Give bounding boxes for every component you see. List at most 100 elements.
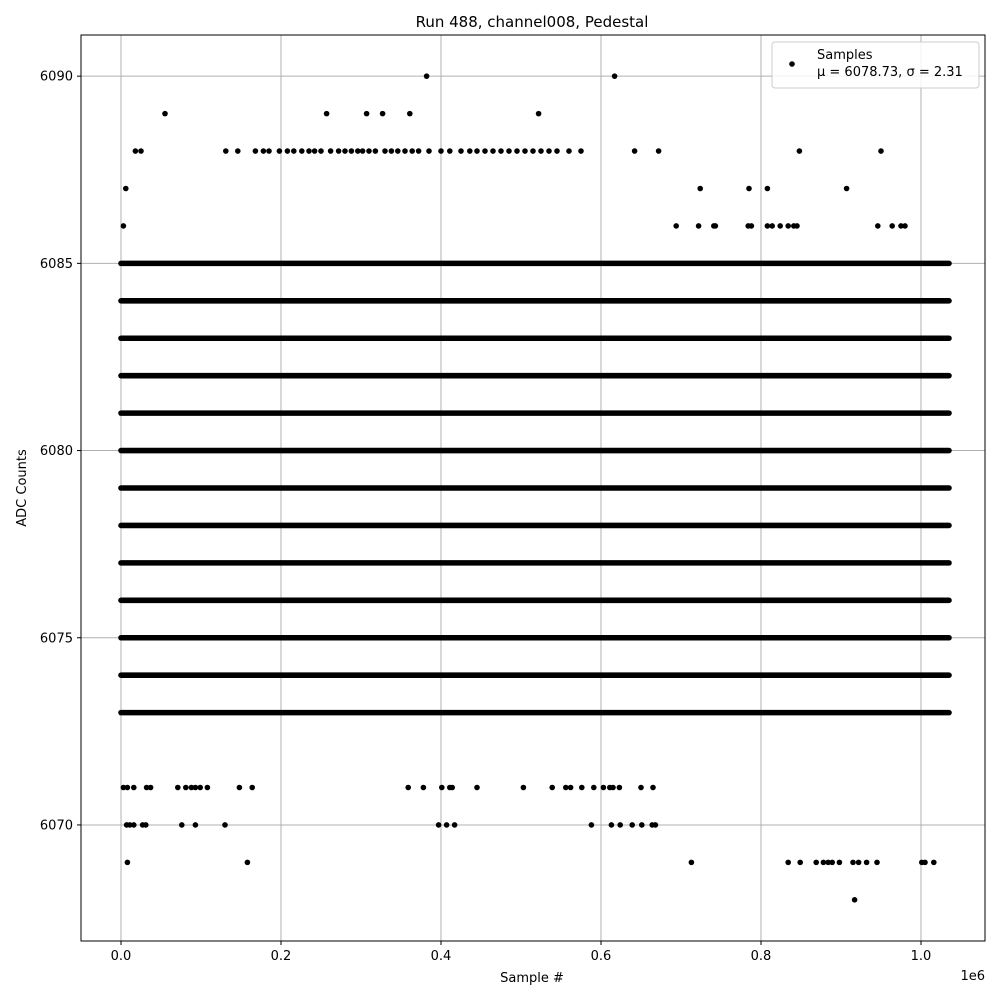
- data-point: [131, 822, 137, 828]
- data-point: [355, 148, 361, 154]
- data-point: [359, 148, 366, 154]
- data-point: [608, 822, 615, 828]
- data-point: [554, 148, 560, 154]
- data-point: [902, 223, 908, 229]
- data-point: [829, 859, 835, 866]
- x-tick-label: 0.0: [111, 949, 132, 964]
- y-tick-label: 6070: [40, 818, 73, 833]
- data-point: [409, 148, 416, 154]
- data-point: [143, 822, 149, 828]
- data-point: [851, 897, 858, 903]
- data-point: [132, 148, 139, 154]
- data-point: [764, 185, 771, 192]
- data-point: [131, 784, 137, 791]
- data-point: [482, 148, 488, 154]
- data-point: [372, 148, 379, 154]
- data-point: [797, 859, 803, 866]
- data-point: [382, 148, 388, 154]
- data-point: [825, 859, 831, 866]
- data-point: [785, 223, 791, 229]
- data-point: [335, 148, 342, 154]
- data-point: [458, 148, 464, 154]
- data-point: [299, 148, 305, 154]
- data-point: [407, 110, 413, 117]
- chart-title: Run 488, channel008, Pedestal: [416, 13, 649, 31]
- data-point: [388, 148, 395, 154]
- data-point: [426, 148, 432, 154]
- data-point: [175, 784, 181, 791]
- data-point: [474, 784, 480, 791]
- data-point: [567, 784, 574, 791]
- data-point: [850, 859, 856, 866]
- data-point: [474, 148, 480, 154]
- data-point: [863, 859, 870, 866]
- data-point: [843, 185, 850, 192]
- data-point: [402, 148, 408, 154]
- data-point: [616, 784, 623, 791]
- data-point: [138, 148, 144, 154]
- data-point: [617, 822, 623, 828]
- data-point: [447, 148, 453, 154]
- data-point: [379, 110, 386, 117]
- data-point: [535, 110, 542, 117]
- data-point: [318, 148, 324, 154]
- x-axis-label: Sample #: [500, 971, 564, 986]
- data-point: [931, 859, 937, 866]
- y-axis-label: ADC Counts: [15, 449, 30, 527]
- legend-stats-label: μ = 6078.73, σ = 2.31: [817, 65, 963, 80]
- data-point: [439, 784, 445, 791]
- data-point: [794, 223, 800, 229]
- data-point: [629, 822, 635, 828]
- data-point: [898, 223, 904, 229]
- data-point: [588, 822, 595, 828]
- data-point: [143, 784, 150, 791]
- data-point: [252, 148, 259, 154]
- data-point: [546, 148, 552, 154]
- data-point: [197, 784, 203, 791]
- data-point: [395, 148, 401, 154]
- plot-frame: [80, 34, 986, 942]
- y-tick-label: 6085: [40, 257, 73, 272]
- data-point: [875, 223, 881, 229]
- data-point: [236, 784, 243, 791]
- data-point: [813, 859, 819, 866]
- data-point: [366, 148, 372, 154]
- x-axis-ticks: 0.0 0.2 0.4 0.6 0.8 1.0: [111, 941, 931, 964]
- data-point: [695, 223, 702, 229]
- data-point: [123, 185, 129, 192]
- data-point: [566, 148, 572, 154]
- data-point: [652, 822, 659, 828]
- data-point: [855, 859, 862, 866]
- data-point: [796, 148, 803, 154]
- data-point: [578, 148, 584, 154]
- data-point: [435, 822, 442, 828]
- data-point: [147, 784, 154, 791]
- data-point: [514, 148, 520, 154]
- data-point: [549, 784, 555, 791]
- data-point: [235, 148, 241, 154]
- data-point: [579, 784, 585, 791]
- data-point: [124, 859, 131, 866]
- x-tick-label: 0.2: [271, 949, 292, 964]
- data-point: [769, 223, 775, 229]
- legend: Samples μ = 6078.73, σ = 2.31: [771, 41, 980, 89]
- x-tick-label: 0.6: [591, 949, 612, 964]
- data-point: [276, 148, 283, 154]
- data-point: [348, 148, 355, 154]
- y-tick-label: 6080: [40, 444, 73, 459]
- data-point: [244, 859, 251, 866]
- data-point: [638, 784, 644, 791]
- data-point: [467, 148, 473, 154]
- data-point: [538, 148, 544, 154]
- data-point: [449, 784, 456, 791]
- x-tick-label: 0.4: [431, 949, 452, 964]
- data-point: [874, 859, 880, 866]
- data-point: [639, 822, 645, 828]
- data-point: [192, 784, 199, 791]
- data-point: [655, 148, 662, 154]
- data-point: [785, 859, 791, 866]
- data-point: [222, 822, 228, 828]
- data-point: [610, 784, 616, 791]
